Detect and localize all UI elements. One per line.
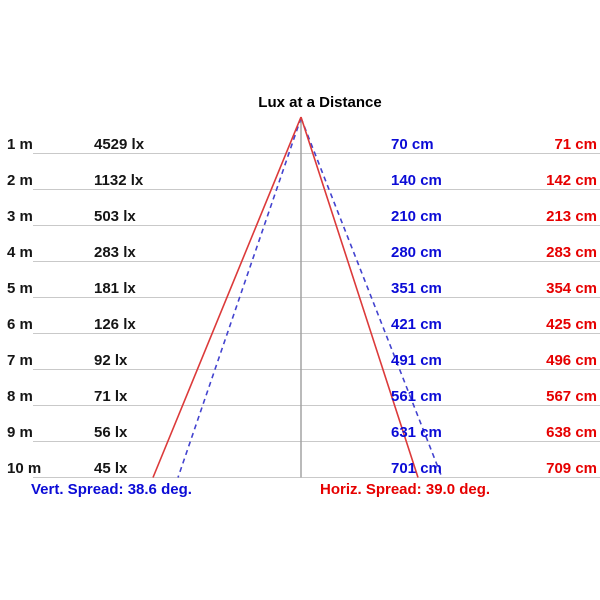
distance-row: 9 m 56 lx 631 cm 638 cm	[0, 424, 600, 441]
distance-row: 7 m 92 lx 491 cm 496 cm	[0, 352, 600, 369]
distance-row: 1 m 4529 lx 70 cm 71 cm	[0, 136, 600, 153]
distance-row: 2 m 1132 lx 140 cm 142 cm	[0, 172, 600, 189]
vert-spread-label: Vert. Spread: 38.6 deg.	[31, 481, 192, 498]
distance-label: 3 m	[7, 208, 33, 225]
horiz-width-value: 142 cm	[546, 172, 597, 189]
distance-label: 5 m	[7, 280, 33, 297]
horiz-width-value: 354 cm	[546, 280, 597, 297]
lux-value: 503 lx	[94, 208, 136, 225]
distance-row: 8 m 71 lx 561 cm 567 cm	[0, 388, 600, 405]
distance-row: 6 m 126 lx 421 cm 425 cm	[0, 316, 600, 333]
vert-width-value: 701 cm	[391, 460, 442, 477]
lux-value: 92 lx	[94, 352, 128, 369]
lux-value: 4529 lx	[94, 136, 145, 153]
distance-label: 4 m	[7, 244, 33, 261]
lux-value: 181 lx	[94, 280, 136, 297]
vert-width-value: 210 cm	[391, 208, 442, 225]
lux-value: 45 lx	[94, 460, 128, 477]
distance-row: 10 m 45 lx 701 cm 709 cm	[0, 460, 600, 477]
vert-width-value: 421 cm	[391, 316, 442, 333]
horizontal-spread-cone	[152, 116, 419, 478]
lux-value: 71 lx	[94, 388, 128, 405]
vert-width-value: 280 cm	[391, 244, 442, 261]
horiz-width-value: 213 cm	[546, 208, 597, 225]
lux-value: 56 lx	[94, 424, 128, 441]
vert-width-value: 561 cm	[391, 388, 442, 405]
distance-gridlines	[33, 153, 600, 478]
distance-row: 5 m 181 lx 351 cm 354 cm	[0, 280, 600, 297]
distance-label: 1 m	[7, 136, 33, 153]
distance-row: 3 m 503 lx 210 cm 213 cm	[0, 208, 600, 225]
vert-width-value: 140 cm	[391, 172, 442, 189]
lux-value: 283 lx	[94, 244, 136, 261]
vert-width-value: 351 cm	[391, 280, 442, 297]
horiz-width-value: 638 cm	[546, 424, 597, 441]
distance-label: 6 m	[7, 316, 33, 333]
chart-title: Lux at a Distance	[258, 94, 382, 111]
distance-label: 8 m	[7, 388, 33, 405]
horiz-width-value: 496 cm	[546, 352, 597, 369]
horiz-width-value: 71 cm	[554, 136, 597, 153]
lux-value: 1132 lx	[94, 172, 144, 189]
distance-label: 7 m	[7, 352, 33, 369]
horiz-width-value: 425 cm	[546, 316, 597, 333]
distance-label: 2 m	[7, 172, 33, 189]
lux-value: 126 lx	[94, 316, 136, 333]
horiz-spread-label: Horiz. Spread: 39.0 deg.	[320, 481, 491, 498]
horiz-width-value: 283 cm	[546, 244, 597, 261]
distance-row: 4 m 283 lx 280 cm 283 cm	[0, 244, 600, 261]
horiz-width-value: 567 cm	[546, 388, 597, 405]
distance-label: 10 m	[7, 460, 42, 477]
vert-width-value: 491 cm	[391, 352, 442, 369]
vert-width-value: 70 cm	[391, 136, 434, 153]
vertical-spread-cone	[177, 117, 443, 478]
vert-width-value: 631 cm	[391, 424, 442, 441]
horiz-width-value: 709 cm	[546, 460, 597, 477]
distance-label: 9 m	[7, 424, 33, 441]
